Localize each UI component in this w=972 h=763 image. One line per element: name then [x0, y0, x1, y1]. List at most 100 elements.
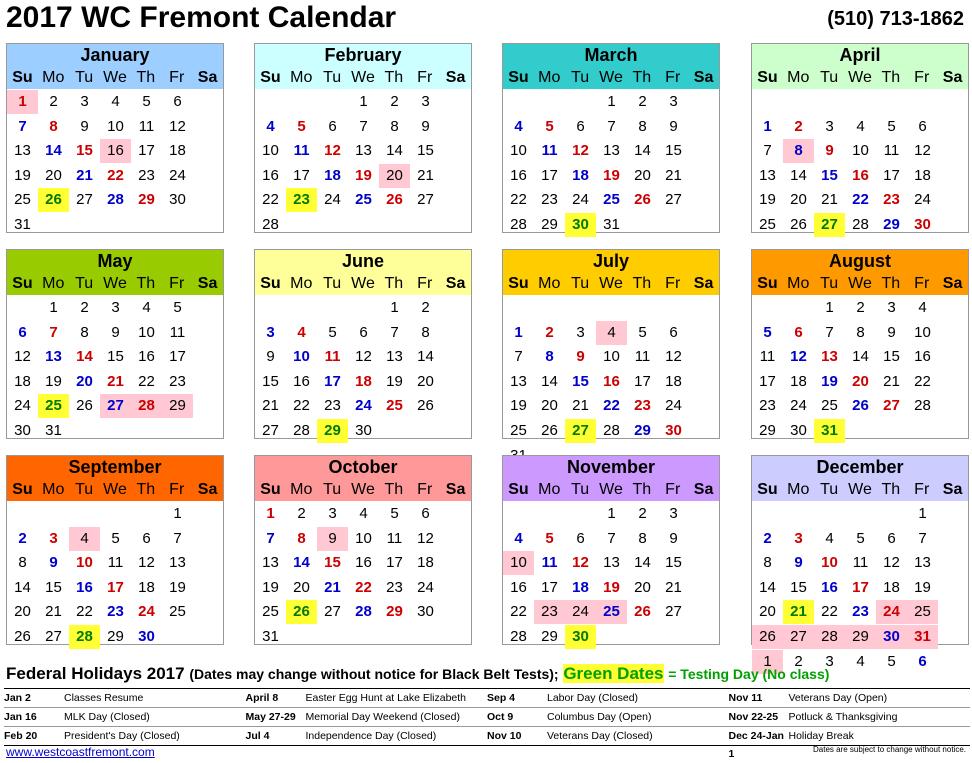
- empty-cell: [565, 502, 596, 526]
- day-cell: 22: [262, 191, 279, 209]
- weekday-label: Sa: [693, 275, 714, 292]
- day-cell: 25: [603, 191, 620, 209]
- day-cell: 26: [634, 191, 651, 209]
- day-cell: 12: [572, 142, 589, 160]
- day-cell: 12: [883, 554, 900, 572]
- empty-cell: [565, 90, 596, 114]
- day-cell: 25: [169, 603, 186, 621]
- day-cell: 28: [852, 215, 869, 233]
- weekday-header: Su Mo Tu We Th Fr Sa: [503, 272, 719, 295]
- day-cell: 14: [541, 372, 558, 390]
- month-june: June Su Mo Tu We Th Fr Sa 1 2 3 4 5 6 7 8 9 10 11 12 13 14 15 1…: [254, 249, 472, 443]
- day-cell: 20: [14, 603, 31, 621]
- day-cell: 7: [763, 142, 772, 160]
- day-cell: 4: [825, 529, 834, 547]
- weekday-label: Th: [384, 275, 404, 292]
- weekday-label: Th: [632, 69, 652, 86]
- weekday-label: Su: [757, 275, 778, 292]
- empty-cell: [348, 296, 379, 320]
- day-cell: 8: [783, 139, 814, 164]
- website-link[interactable]: www.westcoastfremont.com: [6, 745, 155, 759]
- weekday-label: Sa: [942, 481, 963, 498]
- day-cell: 8: [18, 554, 27, 572]
- day-cell: 20: [293, 578, 310, 596]
- day-cell: 8: [856, 323, 865, 341]
- day-cell: 9: [669, 117, 678, 135]
- day-cell: 18: [914, 166, 931, 184]
- empty-cell: [7, 502, 38, 526]
- day-cell: 5: [297, 117, 306, 135]
- day-cell: 16: [262, 166, 279, 184]
- day-cell: 8: [49, 117, 58, 135]
- day-cell: 18: [138, 578, 155, 596]
- holiday-entry: Jan 16 MLK Day (Closed): [4, 708, 246, 726]
- day-cell: 23: [138, 166, 155, 184]
- day-cell: 19: [386, 372, 403, 390]
- holiday-date: Feb 20: [4, 730, 38, 742]
- day-cell: 6: [142, 529, 151, 547]
- day-cell: 24: [565, 600, 596, 625]
- day-cell: 23: [634, 397, 651, 415]
- day-cell: 9: [111, 323, 120, 341]
- day-cell: 16: [100, 139, 131, 164]
- holiday-date: Nov 11: [728, 692, 763, 704]
- day-cell: 14: [634, 554, 651, 572]
- day-cell: 11: [883, 142, 900, 160]
- day-cell: 14: [790, 166, 807, 184]
- weekday-label: Fr: [417, 275, 433, 292]
- day-cell: 24: [572, 191, 589, 209]
- day-cell: 4: [111, 93, 120, 110]
- day-cell: 19: [821, 372, 838, 390]
- empty-cell: [503, 502, 534, 526]
- day-cell: 9: [887, 323, 896, 341]
- day-cell: 3: [669, 505, 678, 522]
- day-cell: 1: [49, 299, 58, 316]
- day-cell: 26: [386, 191, 403, 209]
- holiday-date: Jan 16: [4, 711, 37, 723]
- day-cell: 10: [821, 554, 838, 572]
- day-cell: 8: [421, 323, 430, 341]
- day-cell: 29: [138, 191, 155, 209]
- day-cell: 30: [169, 191, 186, 209]
- weekday-label: Tu: [75, 69, 94, 86]
- weekday-label: Su: [260, 275, 281, 292]
- day-cell: 7: [825, 323, 834, 341]
- next-year-day-cell: 6: [918, 652, 927, 670]
- day-cell: 31: [814, 418, 845, 443]
- month-title: October: [255, 456, 471, 478]
- weekday-header: Su Mo Tu We Th Fr Sa: [255, 66, 471, 89]
- day-cell: 9: [669, 529, 678, 547]
- day-cell: 2: [638, 505, 647, 522]
- day-cell: 13: [169, 554, 186, 572]
- weekday-label: Mo: [42, 275, 65, 292]
- weekday-label: Fr: [665, 481, 681, 498]
- weekday-label: Su: [508, 275, 529, 292]
- day-cell: 5: [545, 117, 554, 135]
- day-cell: 22: [138, 372, 155, 390]
- month-january: January Su Mo Tu We Th Fr Sa 1 2 3 4 5 6 7 8 9 10 11 12 13 14…: [6, 43, 224, 233]
- day-cell: 28: [814, 624, 845, 649]
- day-cell: 7: [266, 529, 275, 547]
- day-cell: 8: [545, 348, 554, 366]
- day-cell: 4: [69, 526, 100, 551]
- day-cell: 17: [541, 166, 558, 184]
- day-cell: 19: [759, 191, 776, 209]
- holiday-row: Feb 20 President's Day (Closed) Jul 4 Indep…: [4, 727, 970, 760]
- empty-cell: [783, 90, 814, 114]
- day-cell: 19: [262, 578, 279, 596]
- day-cell: 10: [138, 323, 155, 341]
- day-cell: 16: [914, 348, 931, 366]
- day-grid: 1 2 3 4 5 6 7 8 9 10 11 12 13 14 15 16 17 18 19 20 21 22 23 24 2…: [503, 89, 719, 238]
- day-cell: 12: [324, 142, 341, 160]
- day-cell: 21: [107, 372, 124, 390]
- month-title: August: [752, 250, 968, 272]
- weekday-label: Mo: [787, 481, 810, 498]
- day-cell: 27: [262, 421, 279, 439]
- day-cell: 3: [111, 299, 120, 316]
- day-cell: 25: [510, 421, 527, 439]
- day-cell: 7: [359, 117, 368, 135]
- month-title: January: [7, 44, 223, 66]
- weekday-header: Su Mo Tu We Th Fr Sa: [503, 478, 719, 501]
- holiday-name: MLK Day (Closed): [64, 711, 150, 723]
- day-cell: 6: [173, 93, 182, 110]
